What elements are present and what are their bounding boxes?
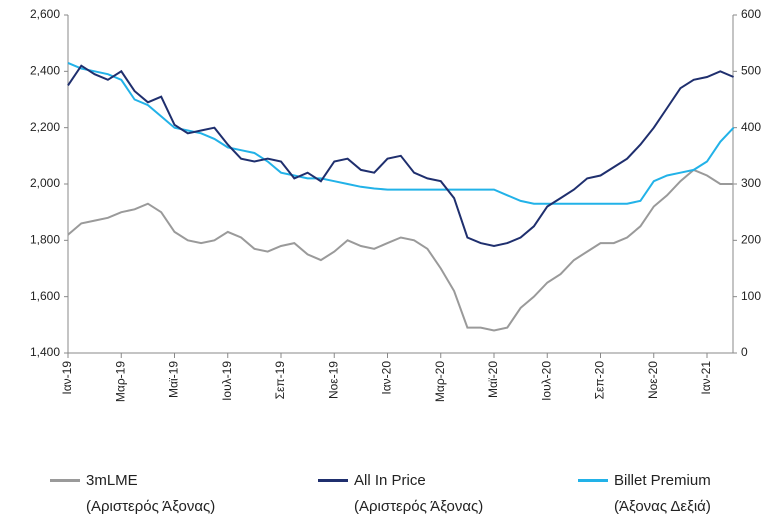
x-tick-label: Νοε-20 bbox=[646, 361, 660, 399]
series-line bbox=[67, 61, 735, 205]
legend-swatch bbox=[578, 479, 608, 482]
y2-tick-label: 600 bbox=[741, 7, 761, 21]
legend-item: All In Price (Αριστερός Άξονας) bbox=[318, 470, 483, 520]
x-tick-label: Ιουλ-20 bbox=[539, 361, 553, 401]
series-line bbox=[67, 168, 734, 332]
y2-tick-label: 400 bbox=[741, 120, 761, 134]
series-line bbox=[67, 64, 734, 248]
x-tick-label: Σεπ-20 bbox=[593, 361, 607, 400]
y2-tick-label: 500 bbox=[741, 64, 761, 78]
y-tick-label: 1,400 bbox=[30, 345, 60, 359]
y-tick-label: 2,400 bbox=[30, 64, 60, 78]
x-tick-label: Νοε-19 bbox=[326, 361, 340, 399]
y2-tick-label: 200 bbox=[741, 233, 761, 247]
legend-swatch bbox=[50, 479, 80, 482]
x-tick-label: Μαρ-20 bbox=[433, 361, 447, 402]
x-tick-label: Μαϊ-20 bbox=[486, 361, 500, 398]
x-tick-label: Ιαν-21 bbox=[699, 361, 713, 395]
legend-label: Billet Premium (Άξονας Δεξιά) bbox=[614, 472, 711, 515]
legend-item: Billet Premium (Άξονας Δεξιά) bbox=[578, 470, 711, 520]
y2-tick-label: 100 bbox=[741, 289, 761, 303]
y-tick-label: 1,800 bbox=[30, 233, 60, 247]
y-tick-label: 1,600 bbox=[30, 289, 60, 303]
y2-tick-label: 0 bbox=[741, 345, 748, 359]
legend-label: 3mLME (Αριστερός Άξονας) bbox=[86, 472, 216, 515]
legend-item: 3mLME (Αριστερός Άξονας) bbox=[50, 470, 215, 520]
x-tick-label: Μαρ-19 bbox=[113, 361, 127, 402]
legend-label: All In Price (Αριστερός Άξονας) bbox=[354, 472, 484, 515]
y-tick-label: 2,200 bbox=[30, 120, 60, 134]
x-tick-label: Μαϊ-19 bbox=[167, 361, 181, 398]
y-tick-label: 2,600 bbox=[30, 7, 60, 21]
legend: 3mLME (Αριστερός Άξονας) All In Price (Αρ… bbox=[0, 470, 773, 524]
legend-swatch bbox=[318, 479, 348, 482]
x-tick-label: Ιαν-19 bbox=[60, 361, 74, 395]
x-tick-label: Σεπ-19 bbox=[273, 361, 287, 400]
y2-tick-label: 300 bbox=[741, 176, 761, 190]
y-tick-label: 2,000 bbox=[30, 176, 60, 190]
plot: 1,400 1,600 1,800 2,000 2,200 2,400 2,600 0 100 2… bbox=[30, 7, 761, 402]
x-tick-label: Ιουλ-19 bbox=[220, 361, 234, 401]
x-tick-label: Ιαν-20 bbox=[380, 361, 394, 395]
